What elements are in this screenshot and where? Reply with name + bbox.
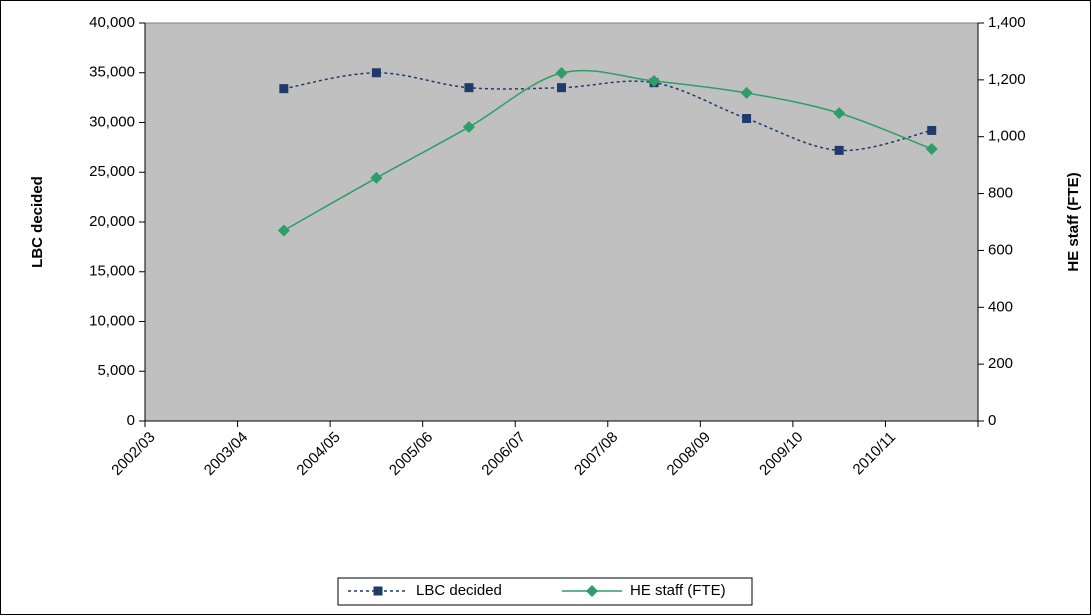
series-line [283, 71, 932, 152]
marker [370, 171, 383, 184]
legend-label: HE staff (FTE) [630, 582, 726, 599]
y2-tick-label: 200 [988, 355, 1013, 372]
y-tick-label: 15,000 [89, 263, 135, 280]
y-tick-label: 40,000 [89, 14, 135, 31]
marker [925, 142, 938, 155]
y2-tick-label: 1,000 [988, 128, 1026, 145]
marker [557, 83, 566, 93]
legend-label: LBC decided [416, 582, 502, 599]
legend [337, 577, 753, 606]
legend-marker [586, 585, 598, 597]
y-tick-label: 10,000 [89, 312, 135, 329]
y-tick-label: 35,000 [89, 64, 135, 81]
y-tick-label: 20,000 [89, 213, 135, 230]
marker [277, 224, 290, 237]
y-axis-label: LBC decided [29, 176, 46, 268]
marker [648, 74, 661, 87]
marker [927, 125, 937, 135]
legend-marker [373, 586, 383, 596]
y2-tick-label: 1,400 [988, 14, 1026, 31]
marker [371, 68, 381, 78]
y-tick-label: 25,000 [89, 163, 135, 180]
marker [555, 67, 568, 80]
y2-tick-label: 800 [988, 185, 1013, 202]
y2-tick-label: 400 [988, 298, 1013, 315]
marker [279, 84, 289, 94]
marker [742, 114, 752, 124]
y2-tick-label: 600 [988, 241, 1013, 258]
marker [740, 86, 753, 99]
marker [834, 145, 844, 155]
y-tick-label: 5,000 [97, 362, 135, 379]
y2-tick-label: 1,200 [988, 71, 1026, 88]
y2-axis-label: HE staff (FTE) [1065, 172, 1082, 271]
y-tick-label: 0 [127, 412, 135, 429]
y2-tick-label: 0 [988, 412, 996, 429]
plot-area [144, 22, 979, 422]
marker [462, 121, 475, 134]
marker [464, 83, 474, 93]
y-tick-label: 30,000 [89, 113, 135, 130]
series-line [283, 69, 932, 232]
marker [833, 107, 846, 120]
